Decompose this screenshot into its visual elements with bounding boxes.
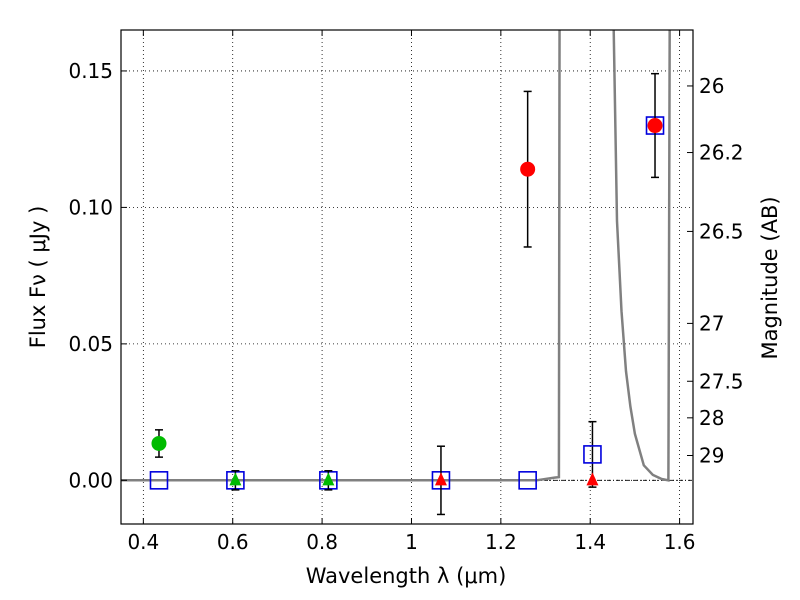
- y-tick-label: 0.15: [68, 59, 113, 83]
- y-tick-label: 0.10: [68, 195, 113, 219]
- ir-upper-limits-triangle: [434, 472, 447, 486]
- model-photometry-square: [583, 445, 602, 464]
- y-tick-label: 0.00: [68, 468, 113, 492]
- mag-tick-label: 28: [699, 406, 724, 430]
- marker-layer: [149, 72, 665, 516]
- mag-tick-label: 29: [699, 443, 724, 467]
- x-tick-label: 1.6: [664, 530, 696, 554]
- mag-tick-label: 26: [699, 74, 724, 98]
- tick-layer: 0.4 0.6 0.8 1 1.2 1.4 1.6 0.00 0.05 0.10 0.15 26 26.…: [68, 30, 744, 554]
- mag-tick-label: 26.2: [699, 141, 744, 165]
- observed-detections-circle: [520, 161, 536, 177]
- right-axis-title: Magnitude (AB): [758, 196, 782, 359]
- plot-frame: [120, 29, 694, 525]
- model-photometry-square: [518, 471, 537, 490]
- optical-upper-limits-triangle: [322, 472, 335, 486]
- model-photometry-square: [149, 471, 169, 490]
- plot-content: [121, 30, 693, 516]
- ir-upper-limits-triangle: [586, 472, 599, 486]
- spectrum-layer: [121, 30, 693, 482]
- optical-upper-limits-triangle: [229, 472, 242, 486]
- model-spectrum-line: [121, 30, 671, 482]
- x-tick-label: 1: [405, 530, 418, 554]
- mag-tick-label: 27: [699, 311, 724, 335]
- x-tick-label: 1.2: [485, 530, 517, 554]
- y-tick-label: 0.05: [68, 332, 113, 356]
- x-axis-title: Wavelength λ (μm): [306, 564, 507, 588]
- mag-tick-label: 26.5: [699, 219, 744, 243]
- x-tick-label: 0.8: [306, 530, 338, 554]
- grid-layer: [121, 30, 693, 524]
- x-tick-label: 1.4: [574, 530, 606, 554]
- optical-detection-circle: [151, 435, 167, 451]
- x-tick-label: 0.6: [217, 530, 249, 554]
- observed-detections-circle: [647, 118, 663, 134]
- y-axis-title: Flux Fν ( μJy ): [26, 206, 50, 349]
- x-tick-label: 0.4: [127, 530, 159, 554]
- mag-tick-label: 27.5: [699, 369, 744, 393]
